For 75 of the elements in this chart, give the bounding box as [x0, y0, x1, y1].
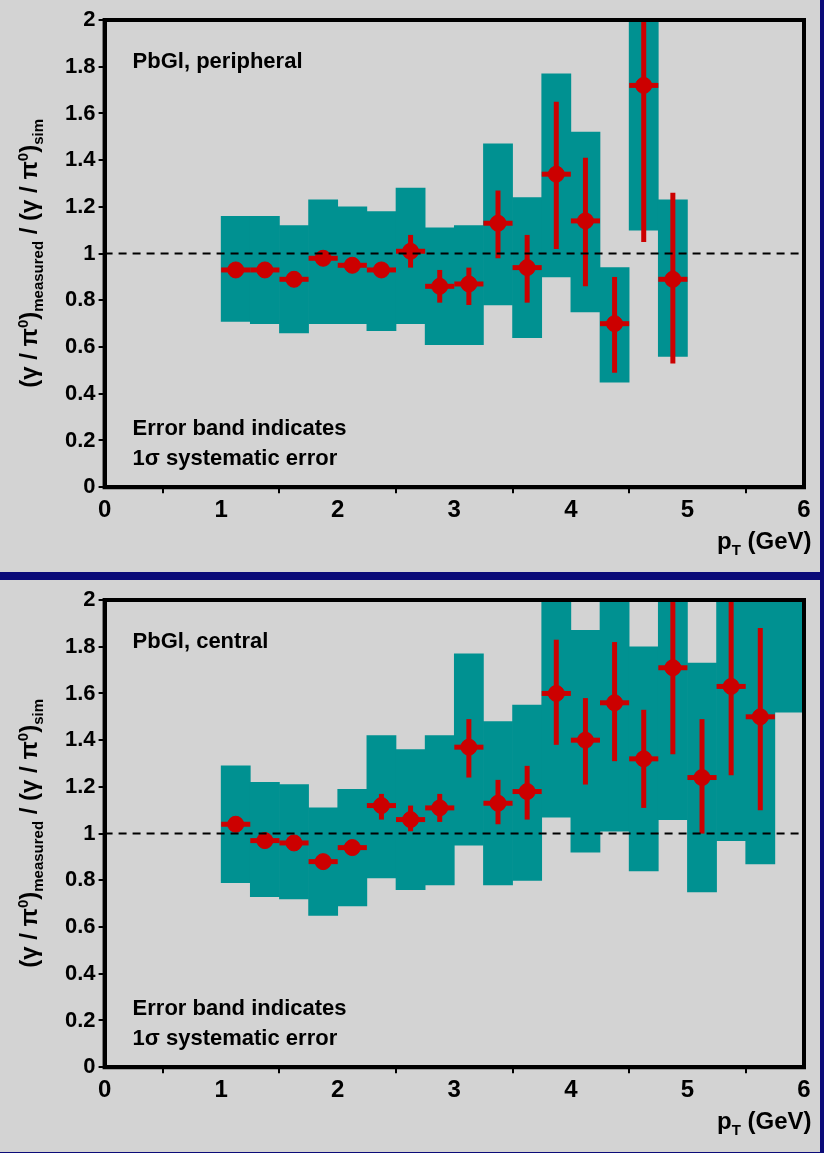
point: [343, 839, 361, 857]
point: [547, 684, 565, 702]
y-tick-label: 1: [83, 819, 96, 845]
y-tick-label: 2: [83, 6, 96, 32]
point: [372, 797, 390, 815]
point: [314, 249, 332, 267]
x-tick-label: 6: [797, 1075, 811, 1103]
x-tick-label: 5: [680, 1075, 695, 1103]
point: [285, 834, 303, 852]
x-tick-label: 5: [680, 495, 695, 523]
y-tick-label: 1.6: [64, 99, 96, 125]
annotation: Error band indicates 1σ systematic error: [132, 415, 347, 471]
point: [635, 76, 653, 94]
point: [606, 315, 624, 333]
annotation: PbGl, peripheral: [132, 48, 303, 73]
x-tick-label: 6: [797, 495, 811, 523]
point: [256, 261, 274, 279]
y-tick-label: 0.2: [64, 1006, 96, 1032]
point: [518, 783, 536, 801]
x-tick-label: 2: [331, 495, 345, 523]
point: [285, 270, 303, 288]
x-tick-label: 3: [447, 495, 461, 523]
x-axis-title: p$_{T}$ (GeV): [717, 1107, 812, 1139]
point: [460, 738, 478, 756]
x-axis-title: p$_{T}$ (GeV): [717, 527, 812, 559]
point: [576, 212, 594, 230]
y-tick-label: 1.6: [64, 679, 96, 705]
y-tick-label: 2: [83, 586, 96, 612]
y-tick-label: 0.6: [64, 913, 96, 939]
point: [606, 694, 624, 712]
x-tick-label: 4: [564, 1075, 579, 1103]
y-tick-label: 0: [83, 1053, 96, 1079]
point: [343, 256, 361, 274]
y-tick-label: 0.2: [64, 426, 96, 452]
point: [256, 832, 274, 850]
point: [227, 261, 245, 279]
point: [722, 677, 740, 695]
y-tick-label: 0: [83, 473, 96, 499]
point: [489, 794, 507, 812]
point: [576, 731, 594, 749]
point: [314, 853, 332, 871]
point: [372, 261, 390, 279]
x-tick-label: 3: [447, 1075, 461, 1103]
point: [518, 259, 536, 277]
point: [693, 769, 711, 787]
x-tick-label: 1: [214, 1075, 228, 1103]
point: [664, 270, 682, 288]
y-tick-label: 0.8: [64, 286, 96, 312]
point: [402, 242, 420, 260]
y-tick-label: 0.4: [64, 959, 97, 985]
y-tick-label: 0.6: [64, 333, 96, 359]
y-tick-label: 1: [83, 239, 96, 265]
y-tick-label: 1.2: [64, 772, 96, 798]
y-tick-label: 1.8: [64, 52, 96, 78]
x-tick-label: 4: [564, 495, 579, 523]
annotation: PbGl, central: [132, 628, 269, 653]
point: [402, 811, 420, 829]
point: [489, 214, 507, 232]
y-tick-label: 0.8: [64, 866, 96, 892]
y-tick-label: 0.4: [64, 379, 97, 405]
point: [664, 659, 682, 677]
y-tick-label: 1.4: [64, 146, 97, 172]
point: [547, 165, 565, 183]
y-tick-label: 1.2: [64, 192, 96, 218]
annotation: Error band indicates 1σ systematic error: [132, 995, 347, 1051]
x-tick-label: 2: [331, 1075, 345, 1103]
point: [431, 799, 449, 817]
point: [635, 750, 653, 768]
x-tick-label: 1: [214, 495, 228, 523]
point: [460, 275, 478, 293]
y-tick-label: 1.8: [64, 632, 96, 658]
y-tick-label: 1.4: [64, 726, 97, 752]
point: [751, 708, 769, 726]
point: [227, 815, 245, 833]
point: [431, 277, 449, 295]
